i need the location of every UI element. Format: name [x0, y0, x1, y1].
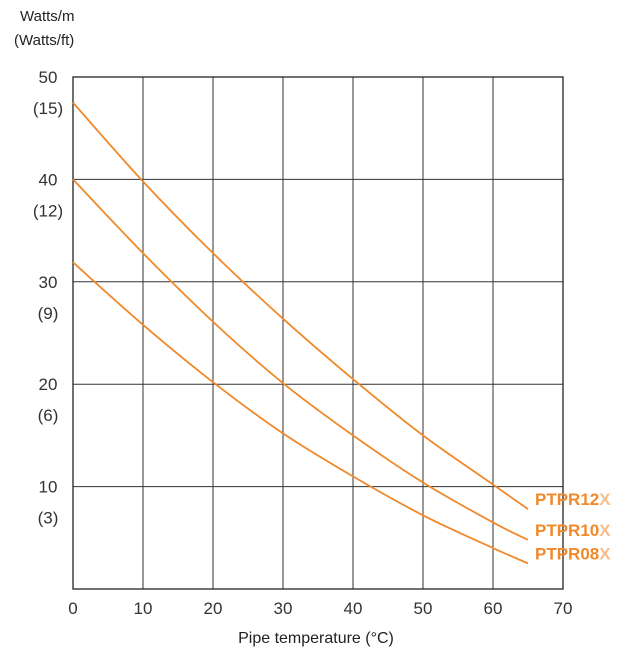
series-line-PTPR12X	[72, 102, 529, 510]
series-label-main-PTPR08X: PTPR08	[535, 544, 599, 563]
x-tick-label-70: 70	[554, 599, 573, 618]
x-tick-label-10: 10	[134, 599, 153, 618]
y-axis-label: Watts/m (Watts/ft)	[14, 8, 74, 49]
y-tick-label-40: 40	[39, 170, 58, 189]
series-label-main-PTPR12X: PTPR12	[535, 490, 599, 509]
x-tick-label-60: 60	[484, 599, 503, 618]
y-axis-label-line-2: (Watts/ft)	[14, 32, 74, 49]
y-tick-label-30: 30	[39, 273, 58, 292]
series-line-PTPR08X	[72, 261, 529, 565]
grid	[73, 77, 563, 589]
y-axis-label-line-1: Watts/m	[20, 8, 74, 25]
plot-border	[72, 76, 564, 590]
y-tick-sublabel-50: (15)	[33, 99, 63, 118]
series-line-PTPR10X	[72, 178, 529, 541]
y-tick-sublabel-30: (9)	[38, 304, 59, 323]
y-tick-sublabel-40: (12)	[33, 201, 63, 220]
series-lines	[72, 102, 529, 565]
y-tick-labels: 50 (15) 40 (12) 30 (9) 20 (6) 10 (3)	[33, 68, 63, 528]
series-label-main-PTPR10X: PTPR10	[535, 521, 599, 540]
x-tick-label-40: 40	[344, 599, 363, 618]
series-label-suffix-PTPR12X: X	[599, 490, 611, 509]
series-label-PTPR08X: PTPR08X	[535, 544, 611, 563]
x-tick-label-30: 30	[274, 599, 293, 618]
plot-frame	[72, 76, 564, 590]
series-label-PTPR12X: PTPR12X	[535, 490, 611, 509]
y-tick-label-50: 50	[39, 68, 58, 87]
x-tick-label-0: 0	[68, 599, 77, 618]
x-tick-labels: 0 10 20 30 40 50 60 70	[68, 599, 572, 618]
x-tick-label-50: 50	[414, 599, 433, 618]
series-label-suffix-PTPR08X: X	[599, 544, 611, 563]
y-tick-sublabel-20: (6)	[38, 406, 59, 425]
y-tick-sublabel-10: (3)	[38, 509, 59, 528]
series-label-PTPR10X: PTPR10X	[535, 521, 611, 540]
y-tick-label-20: 20	[39, 375, 58, 394]
series-label-suffix-PTPR10X: X	[599, 521, 611, 540]
y-tick-label-10: 10	[39, 478, 58, 497]
x-tick-label-20: 20	[204, 599, 223, 618]
x-axis-label: Pipe temperature (°C)	[238, 630, 394, 647]
